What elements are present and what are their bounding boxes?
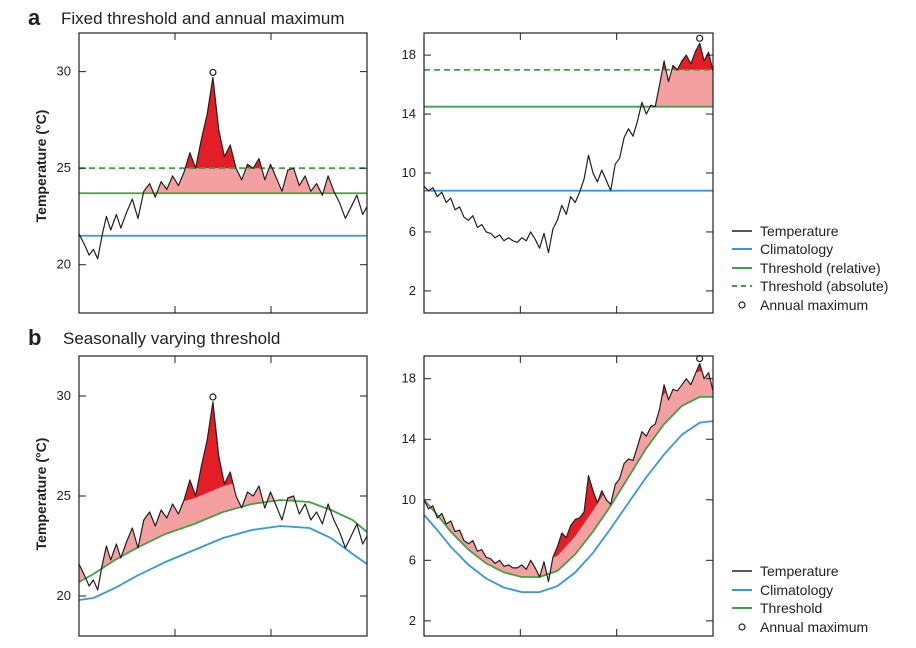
legend-b-threshold: Threshold	[760, 600, 822, 616]
temperature-line	[78, 76, 368, 260]
temperature-line	[423, 363, 714, 583]
threshold-line	[78, 499, 368, 583]
legend-a-threshold-relative: Threshold (relative)	[760, 260, 881, 276]
threshold-line	[423, 396, 713, 578]
y-tick-label-1: 25	[57, 488, 71, 503]
plot-frame	[423, 355, 714, 637]
y-tick-label-2: 10	[402, 492, 416, 507]
y-tick-label-3: 14	[402, 431, 416, 446]
y-tick-label-2: 10	[402, 165, 416, 180]
exceedance-fill-3	[550, 363, 713, 574]
plot-a-right: 2 6 10 14 18	[402, 32, 714, 314]
annual-max-marker	[209, 68, 217, 77]
exceedance-fill-1	[101, 544, 121, 569]
exceedance-fill-0	[143, 183, 154, 194]
exceedance-fill-2	[322, 175, 335, 194]
temperature-line	[78, 401, 368, 591]
plot-b-left: 20 25 30	[57, 355, 368, 637]
exceedance-dark-fill-2	[677, 43, 713, 70]
y-tick-label-3: 14	[402, 106, 416, 121]
y-tick-label-2: 30	[57, 388, 71, 403]
y-axis-label-a: Temperature (°C)	[33, 110, 49, 223]
y-tick-label-0: 20	[57, 588, 71, 603]
legend-a: Temperature Climatology Threshold (relat…	[732, 223, 888, 313]
exceedance-fill-5	[267, 492, 275, 502]
exceedance-dark-fill-0	[185, 152, 196, 169]
plot-frame	[78, 32, 368, 314]
legend-b-temperature: Temperature	[760, 563, 839, 579]
exceedance-fill-2	[655, 43, 713, 107]
panel-b-letter: b	[28, 325, 41, 350]
legend-a-threshold-absolute: Threshold (absolute)	[760, 278, 888, 294]
legend-a-annual-max-marker	[738, 301, 746, 309]
annual-max-marker	[209, 393, 217, 401]
y-tick-label-0: 20	[57, 257, 71, 272]
y-tick-label-0: 2	[409, 283, 416, 298]
climatology-line	[78, 525, 368, 601]
y-tick-label-4: 18	[402, 47, 416, 62]
panel-a-title: Fixed threshold and annual maximum	[61, 9, 344, 28]
legend-a-temperature: Temperature	[760, 223, 839, 239]
y-axis-label-b: Temperature (°C)	[33, 438, 49, 551]
panel-b-title: Seasonally varying threshold	[63, 329, 280, 348]
legend-b-climatology: Climatology	[760, 582, 833, 598]
exceedance-dark-fill-3	[183, 402, 233, 502]
legend-a-annual-max: Annual maximum	[760, 297, 868, 313]
y-tick-label-0: 2	[409, 613, 416, 628]
plot-frame	[423, 32, 714, 314]
y-tick-label-4: 18	[402, 371, 416, 386]
y-tick-label-2: 30	[57, 64, 71, 79]
y-tick-label-1: 6	[409, 552, 416, 567]
plot-b-right: 2 6 10 14 18	[402, 354, 714, 637]
exceedance-dark-fill-1	[195, 77, 236, 169]
legend-a-climatology: Climatology	[760, 241, 833, 257]
panel-a-letter: a	[28, 5, 41, 30]
plot-a-left: 20 25 30	[57, 32, 368, 314]
annual-max-marker	[696, 34, 704, 42]
legend-b: Temperature Climatology Threshold Annual…	[732, 563, 868, 635]
y-tick-label-1: 6	[409, 224, 416, 239]
climatology-line	[423, 420, 714, 593]
legend-b-annual-max: Annual maximum	[760, 619, 868, 635]
exceedance-fill-2	[539, 561, 547, 577]
y-tick-label-1: 25	[57, 160, 71, 175]
legend-b-annual-max-marker	[738, 623, 746, 631]
temperature-line	[423, 42, 714, 254]
